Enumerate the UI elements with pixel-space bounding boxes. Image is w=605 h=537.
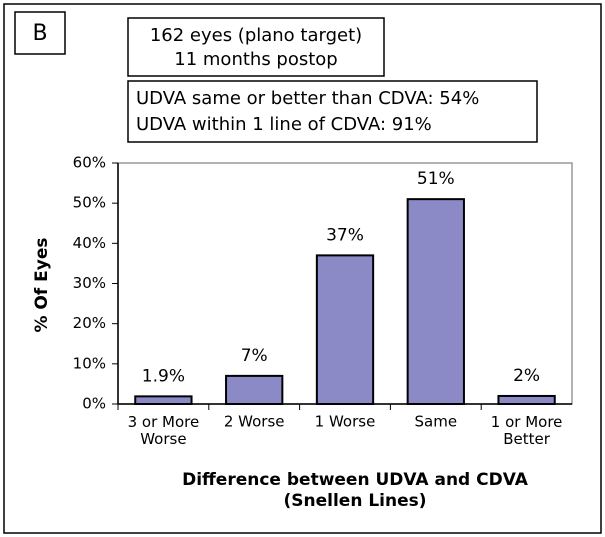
y-tick-label: 40% bbox=[73, 234, 106, 252]
y-tick-label: 20% bbox=[73, 314, 106, 332]
x-tick-label: 2 Worse bbox=[224, 413, 285, 431]
bar bbox=[406, 198, 465, 405]
y-tick-label: 10% bbox=[73, 354, 106, 372]
x-tick-label: 1 Worse bbox=[315, 413, 376, 431]
y-tick-label: 0% bbox=[82, 395, 106, 413]
info-text: UDVA within 1 line of CDVA: 91% bbox=[136, 114, 432, 135]
info-box bbox=[127, 17, 385, 77]
x-tick-label: 3 or More Worse bbox=[128, 413, 200, 448]
y-tick-label: 50% bbox=[73, 194, 106, 212]
y-tick-label: 60% bbox=[73, 154, 106, 172]
value-label: 7% bbox=[241, 346, 268, 366]
info-text: 11 months postop bbox=[174, 49, 337, 70]
value-label: 51% bbox=[417, 169, 455, 189]
bar bbox=[497, 394, 556, 406]
bar bbox=[134, 395, 193, 406]
value-label: 37% bbox=[326, 225, 364, 245]
panel-label: B bbox=[32, 21, 47, 46]
value-label: 1.9% bbox=[142, 366, 185, 386]
x-tick-label: Same bbox=[415, 413, 458, 431]
x-tick-label: 1 or More Better bbox=[491, 413, 563, 448]
x-axis-title: Difference between UDVA and CDVA (Snellen… bbox=[182, 470, 529, 511]
panel-box bbox=[14, 11, 66, 55]
info-box bbox=[127, 80, 538, 143]
value-label: 2% bbox=[513, 366, 540, 386]
y-tick-label: 30% bbox=[73, 274, 106, 292]
info-text: 162 eyes (plano target) bbox=[150, 25, 362, 46]
info-text: UDVA same or better than CDVA: 54% bbox=[136, 88, 479, 109]
bar bbox=[315, 254, 375, 405]
y-axis-title: % Of Eyes bbox=[32, 237, 52, 332]
bar bbox=[225, 374, 284, 405]
